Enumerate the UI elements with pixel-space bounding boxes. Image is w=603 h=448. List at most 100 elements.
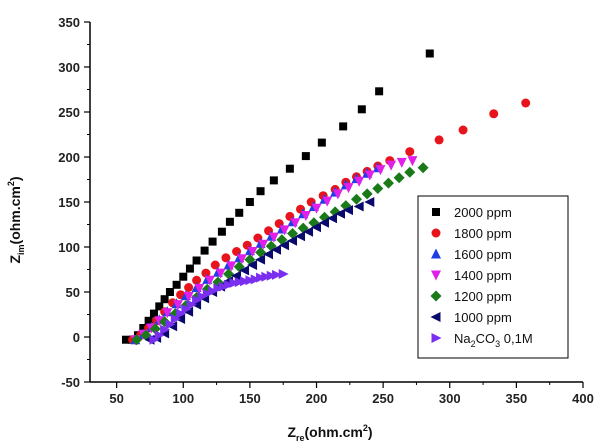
data-point: [263, 249, 274, 260]
data-point: [154, 330, 165, 341]
data-point: [225, 217, 234, 226]
series-3: [130, 156, 418, 346]
legend: 2000 ppm 1800 ppm 1600 ppm 1400 ppm 1200 ppm…: [417, 195, 569, 359]
data-point: [185, 264, 194, 273]
data-point: [301, 152, 310, 161]
y-tick-label: 200: [58, 150, 80, 165]
data-point: [425, 49, 434, 58]
legend-label: 1000 ppm: [454, 310, 512, 325]
data-point: [417, 162, 429, 174]
data-point: [279, 225, 290, 236]
data-point: [271, 244, 282, 255]
data-point: [434, 135, 444, 145]
ticks: 50 100 150 200 250 300 350 400 -50 0 50 100 150 200 25…: [58, 15, 594, 406]
data-point: [393, 172, 405, 184]
data-point: [213, 283, 224, 294]
legend-marker: [431, 270, 441, 281]
data-point: [204, 275, 215, 286]
data-point: [234, 277, 245, 288]
legend-label: 1200 ppm: [454, 289, 512, 304]
legend-marker: [431, 228, 441, 238]
data-point: [210, 260, 220, 270]
data-point: [184, 283, 194, 292]
data-point: [217, 227, 226, 236]
data-point: [192, 295, 203, 306]
data-point: [139, 324, 148, 332]
legend-label: 1600 ppm: [454, 247, 512, 262]
data-point: [215, 268, 226, 279]
legend-marker: [431, 333, 442, 343]
series-6: [149, 269, 289, 345]
data-point: [327, 213, 338, 224]
data-point: [364, 197, 375, 207]
data-point: [223, 268, 235, 280]
data-point: [245, 275, 256, 286]
data-point: [300, 211, 311, 221]
data-point: [272, 269, 283, 280]
data-point: [226, 261, 237, 272]
data-point: [386, 160, 397, 171]
y-tick-label: 300: [58, 60, 80, 75]
data-point: [172, 300, 183, 311]
legend-label: Na2CO3 0,1M: [454, 331, 533, 349]
data-point: [353, 201, 364, 212]
data-point: [339, 122, 348, 131]
y-tick-label: 250: [58, 105, 80, 120]
y-tick-label: 100: [58, 240, 80, 255]
data-point: [154, 316, 165, 327]
data-point: [247, 247, 258, 257]
data-point: [364, 170, 375, 181]
data-point: [155, 302, 164, 311]
y-tick-label: 0: [73, 330, 80, 345]
data-point: [165, 319, 176, 330]
legend-label: 1800 ppm: [454, 226, 512, 241]
data-point: [255, 246, 267, 258]
x-tick-label: 150: [239, 391, 261, 406]
data-point: [489, 109, 499, 119]
data-point: [144, 316, 153, 325]
data-point: [279, 240, 290, 251]
x-tick-label: 50: [109, 391, 123, 406]
data-point: [357, 105, 366, 114]
data-point: [258, 239, 269, 250]
data-point: [290, 218, 301, 229]
data-point: [278, 269, 289, 279]
data-point: [245, 198, 254, 206]
data-point: [160, 295, 169, 304]
data-point: [311, 222, 322, 233]
legend-marker: [432, 208, 440, 216]
x-tick-label: 100: [172, 391, 194, 406]
data-point: [250, 274, 261, 285]
data-point: [149, 323, 161, 335]
data-point: [303, 226, 314, 237]
data-point: [239, 265, 250, 276]
data-points: [121, 49, 531, 346]
data-point: [149, 334, 160, 345]
data-point: [176, 308, 187, 319]
data-point: [247, 260, 258, 270]
data-point: [521, 98, 531, 108]
series-5: [144, 197, 375, 345]
data-point: [375, 87, 384, 96]
data-point: [343, 183, 354, 194]
data-point: [170, 314, 181, 324]
data-point: [240, 276, 251, 287]
data-point: [167, 321, 178, 332]
data-point: [229, 278, 240, 288]
data-point: [458, 125, 468, 135]
data-point: [179, 272, 188, 281]
data-point: [404, 166, 416, 178]
data-point: [261, 271, 272, 282]
data-point: [372, 183, 384, 194]
data-point: [256, 187, 265, 196]
data-point: [200, 246, 209, 255]
legend-label: 1400 ppm: [454, 268, 512, 283]
data-point: [181, 304, 192, 315]
legend-box: [417, 195, 569, 359]
data-point: [160, 324, 171, 335]
x-tick-label: 250: [372, 391, 394, 406]
series-0: [121, 49, 434, 344]
y-tick-label: 50: [66, 285, 80, 300]
data-point: [194, 283, 205, 294]
x-tick-label: 300: [439, 391, 461, 406]
